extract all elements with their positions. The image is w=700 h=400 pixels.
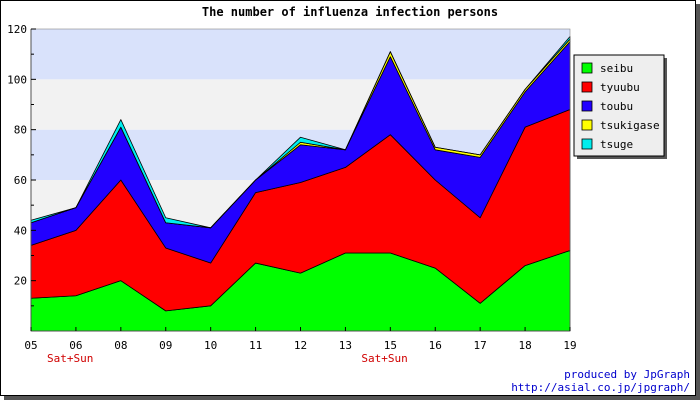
y-tick-label: 100 (7, 73, 27, 86)
legend-label-tsuge: tsuge (600, 138, 633, 151)
x-tick-label: 05 (24, 339, 37, 352)
weekend-notes: Sat+Sun Sat+Sun (47, 352, 408, 365)
x-tick-label: 17 (474, 339, 487, 352)
legend-swatch-toubu (581, 100, 593, 112)
legend-label-toubu: toubu (600, 100, 633, 113)
legend-swatch-seibu (581, 62, 593, 74)
chart-title: The number of influenza infection person… (202, 5, 498, 19)
legend-swatch-tsukigase (581, 119, 593, 131)
y-tick-label: 40 (14, 224, 27, 237)
legend-swatch-tsuge (581, 138, 593, 150)
y-tick-labels: 20 40 60 80 100 120 (7, 23, 27, 288)
legend-label-tyuubu: tyuubu (600, 81, 640, 94)
weekend-note-label: Sat+Sun (47, 352, 93, 365)
x-tick-label: 08 (114, 339, 127, 352)
legend-label-seibu: seibu (600, 62, 633, 75)
credit-line-1: produced by JpGraph (564, 368, 690, 381)
x-tick-label: 10 (204, 339, 217, 352)
x-tick-label: 12 (294, 339, 307, 352)
x-tick-label: 09 (159, 339, 172, 352)
legend-swatch-tyuubu (581, 81, 593, 93)
x-tick-label: 18 (518, 339, 531, 352)
x-tick-label: 11 (249, 339, 262, 352)
background-band (31, 29, 570, 80)
x-tick-label: 15 (384, 339, 397, 352)
x-tick-label: 16 (429, 339, 442, 352)
y-tick-label: 80 (14, 124, 27, 137)
credit-line-2: http://asial.co.jp/jpgraph/ (511, 381, 690, 394)
y-tick-label: 60 (14, 174, 27, 187)
x-tick-label: 13 (339, 339, 352, 352)
y-tick-label: 120 (7, 23, 27, 36)
legend: seibu tyuubu toubu tsukigase tsuge (573, 54, 667, 159)
x-tick-label: 19 (563, 339, 576, 352)
x-tick-labels: 05 06 08 09 10 11 12 13 15 16 17 18 19 (24, 339, 576, 352)
y-tick-label: 20 (14, 275, 27, 288)
weekend-note-label: Sat+Sun (361, 352, 407, 365)
x-tick-label: 06 (69, 339, 82, 352)
legend-label-tsukigase: tsukigase (600, 119, 660, 132)
axes (30, 28, 571, 332)
background-band (31, 79, 570, 130)
